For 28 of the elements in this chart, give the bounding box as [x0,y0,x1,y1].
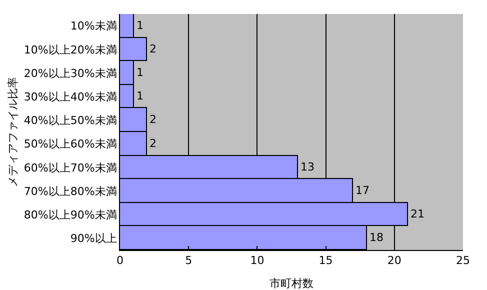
data-label: 1 [136,66,144,79]
y-tick-label: 10%未満 [70,20,117,33]
x-axis-title: 市町村数 [270,277,314,290]
y-tick-label: 90%以上 [70,232,117,246]
y-tick-label: 50%以上60%未満 [24,138,117,151]
data-label: 21 [410,208,424,220]
y-tick-label: 20%以上30%未満 [24,66,117,80]
y-tick-label: 60%以上70%未満 [24,161,117,174]
x-tick-label: 25 [456,254,470,268]
y-tick-label: 40%以上50%未満 [24,114,117,128]
x-tick-label: 0 [116,254,124,268]
data-label: 18 [370,231,384,244]
x-tick-label: 20 [387,254,402,268]
data-label: 2 [150,137,156,150]
y-tick-label: 10%以上20%未満 [24,43,117,56]
x-tick-label: 5 [185,254,192,268]
data-label: 2 [150,113,156,126]
data-label: 13 [300,160,314,174]
data-label: 1 [136,90,144,102]
data-label: 17 [356,184,370,197]
y-tick-label: 80%以上90%未満 [24,208,117,222]
data-label: 2 [150,42,156,56]
y-axis-title: メディアファイル比率 [6,77,20,187]
y-tick-label: 30%以上40%未満 [24,90,117,104]
data-label: 1 [136,19,144,32]
x-tick-label: 15 [318,254,333,268]
y-tick-label: 70%以上80%未満 [24,184,117,198]
x-tick-label: 10 [250,254,264,268]
